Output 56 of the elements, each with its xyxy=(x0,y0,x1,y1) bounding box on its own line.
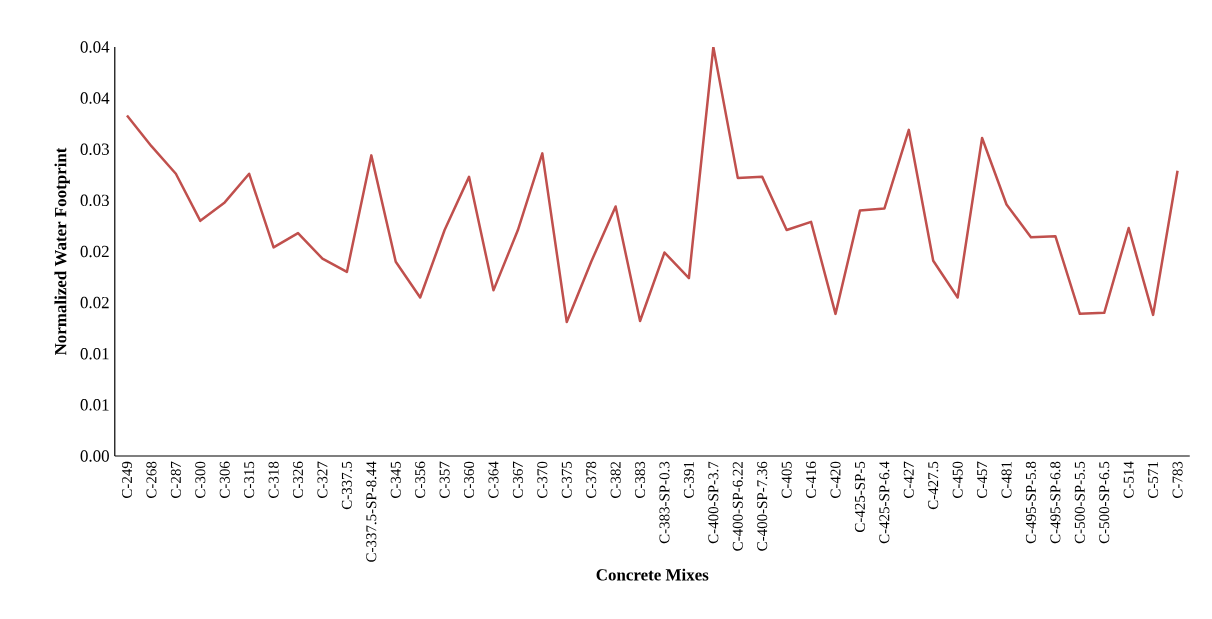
x-tick-label: C-416 xyxy=(806,461,817,498)
x-tick-label: C-481 xyxy=(1001,462,1012,498)
x-tick-label: C-375 xyxy=(561,461,572,498)
x-tick-label: C-360 xyxy=(464,461,475,498)
x-tick-label: C-327 xyxy=(317,461,328,498)
x-tick-label: C-357 xyxy=(439,461,450,498)
x-tick-label: C-337.5 xyxy=(341,461,352,510)
x-tick-label: C-425-SP-5 xyxy=(854,461,865,532)
y-tick-label: 0.00 xyxy=(80,450,109,462)
x-tick-label: C-400-SP-3.7 xyxy=(708,461,719,544)
y-tick-label: 0.01 xyxy=(80,348,109,360)
x-tick-label: C-450 xyxy=(952,461,963,498)
x-tick-label: C-514 xyxy=(1123,461,1134,498)
x-tick-label: C-287 xyxy=(170,461,181,498)
x-tick-label: C-400-SP-7.36 xyxy=(757,461,768,551)
x-tick-label: C-427.5 xyxy=(928,461,939,510)
x-tick-label: C-420 xyxy=(830,461,841,498)
y-axis-title: Normalized Water Footprint xyxy=(54,147,70,356)
x-tick-label: C-382 xyxy=(610,462,621,498)
y-tick-label: 0.04 xyxy=(80,92,110,104)
line-series xyxy=(125,47,1179,324)
x-tick-label: C-457 xyxy=(977,461,988,498)
y-tick-label: 0.04 xyxy=(80,41,110,53)
x-tick-label: C-318 xyxy=(268,461,279,498)
x-tick-label: C-364 xyxy=(488,461,499,498)
x-tick-label: C-405 xyxy=(781,461,792,498)
y-tick-label: 0.03 xyxy=(80,143,109,155)
x-tick-label: C-427 xyxy=(903,461,914,498)
x-tick-label: C-345 xyxy=(390,461,401,498)
x-tick-label: C-500-SP-5.5 xyxy=(1074,461,1085,544)
y-tick-label: 0.02 xyxy=(80,296,109,309)
x-tick-label: C-337.5-SP-8.44 xyxy=(366,461,377,562)
x-tick-label: C-383-SP-0.3 xyxy=(659,461,670,544)
x-tick-label: C-425-SP-6.4 xyxy=(879,461,890,544)
x-tick-label: C-367 xyxy=(512,461,523,498)
x-axis-title: Concrete Mixes xyxy=(596,568,709,581)
x-tick-label: C-783 xyxy=(1172,461,1183,498)
x-tick-label: C-315 xyxy=(244,461,255,498)
x-tick-label: C-300 xyxy=(195,461,206,498)
x-tick-label: C-306 xyxy=(219,461,230,498)
x-tick-label: C-378 xyxy=(586,461,597,498)
x-tick-label: C-495-SP-6.8 xyxy=(1050,461,1061,544)
x-tick-label: C-370 xyxy=(537,461,548,498)
x-tick-label: C-495-SP-5.8 xyxy=(1025,461,1037,544)
x-tick-label: C-571 xyxy=(1148,462,1159,498)
x-tick-label: C-500-SP-6.5 xyxy=(1099,461,1110,544)
x-tick-label: C-326 xyxy=(293,461,304,498)
x-tick-label: C-356 xyxy=(415,461,426,498)
y-tick-label: 0.01 xyxy=(80,399,109,411)
x-tick-label: C-268 xyxy=(146,461,157,498)
y-tick-label: 0.02 xyxy=(80,245,109,258)
x-tick-label: C-383 xyxy=(635,461,646,498)
x-tick-label: C-249 xyxy=(121,461,133,498)
x-tick-label: C-391 xyxy=(683,462,694,498)
y-tick-label: 0.03 xyxy=(80,194,109,207)
x-tick-label: C-400-SP-6.22 xyxy=(732,462,743,551)
